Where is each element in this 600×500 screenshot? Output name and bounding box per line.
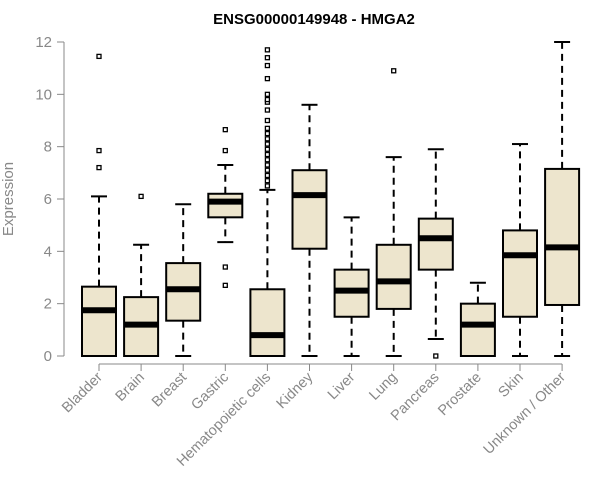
outlier-point bbox=[264, 183, 271, 189]
outlier-point bbox=[264, 146, 271, 152]
y-tick-label: 4 bbox=[44, 243, 52, 260]
iqr-box bbox=[375, 243, 412, 310]
outlier-point bbox=[264, 178, 271, 184]
y-tick-label: 12 bbox=[35, 34, 52, 51]
outlier-point bbox=[264, 151, 271, 158]
x-tick-label: Breast bbox=[149, 370, 190, 411]
outlier-point bbox=[96, 164, 102, 171]
outlier-point bbox=[264, 47, 271, 53]
box-brain bbox=[123, 193, 160, 357]
outlier-point bbox=[96, 147, 102, 154]
outlier-point bbox=[264, 162, 271, 168]
iqr-box bbox=[502, 229, 538, 318]
outlier-point bbox=[222, 264, 228, 270]
chart-title: ENSG00000149948 - HMGA2 bbox=[213, 11, 415, 28]
x-tick-label: Kidney bbox=[274, 369, 317, 412]
outlier-point bbox=[264, 96, 271, 103]
outlier-point bbox=[264, 136, 271, 142]
box-gastric bbox=[207, 127, 244, 289]
box-pancreas bbox=[417, 148, 454, 359]
box-unknown-other bbox=[544, 41, 581, 357]
outlier-point bbox=[138, 193, 144, 200]
box-bladder bbox=[81, 53, 117, 357]
box-series bbox=[81, 41, 581, 359]
box-liver bbox=[333, 216, 370, 357]
box-hematopoietic-cells bbox=[249, 47, 286, 357]
outlier-point bbox=[264, 125, 271, 131]
outlier-point bbox=[264, 55, 271, 61]
outlier-point bbox=[264, 141, 271, 147]
outlier-point bbox=[264, 130, 271, 137]
x-tick-label: Liver bbox=[325, 369, 359, 403]
box-breast bbox=[165, 203, 202, 357]
box-kidney bbox=[291, 103, 328, 357]
outlier-point bbox=[264, 157, 271, 163]
y-tick-label: 0 bbox=[44, 348, 52, 365]
outlier-point bbox=[222, 147, 228, 154]
outlier-point bbox=[264, 167, 271, 173]
x-tick-label: Bladder bbox=[59, 369, 106, 416]
outlier-point bbox=[264, 117, 271, 124]
y-tick-label: 2 bbox=[44, 296, 52, 313]
box-skin bbox=[502, 143, 538, 357]
x-tick-label: Skin bbox=[496, 370, 527, 401]
outlier-point bbox=[433, 353, 439, 359]
x-tick-label: Brain bbox=[113, 370, 148, 405]
iqr-box bbox=[249, 288, 286, 357]
outlier-point bbox=[222, 127, 228, 133]
y-tick-label: 10 bbox=[35, 86, 52, 103]
outlier-point bbox=[264, 107, 271, 113]
y-tick-label: 6 bbox=[44, 191, 52, 208]
box-lung bbox=[375, 68, 412, 357]
outlier-point bbox=[264, 75, 271, 82]
x-tick-label: Prostate bbox=[435, 370, 484, 419]
outlier-point bbox=[222, 282, 228, 289]
iqr-box bbox=[81, 285, 117, 357]
y-axis: 0 2 4 6 8 10 12 bbox=[35, 34, 65, 365]
iqr-box bbox=[544, 167, 581, 306]
box-prostate bbox=[459, 281, 496, 357]
y-axis-label: Expression bbox=[0, 162, 17, 236]
outlier-point bbox=[264, 62, 271, 69]
y-tick-label: 8 bbox=[44, 139, 52, 156]
outlier-point bbox=[96, 53, 102, 60]
iqr-box bbox=[459, 302, 496, 357]
iqr-box bbox=[417, 217, 454, 271]
x-tick-label: Lung bbox=[366, 370, 400, 404]
outlier-point bbox=[264, 91, 271, 97]
outlier-point bbox=[391, 68, 397, 74]
iqr-box bbox=[291, 169, 328, 250]
outlier-point bbox=[264, 172, 271, 179]
iqr-box bbox=[207, 192, 244, 219]
